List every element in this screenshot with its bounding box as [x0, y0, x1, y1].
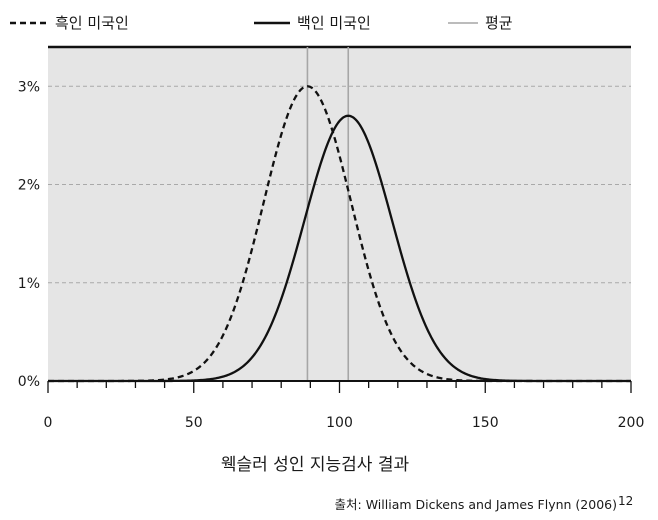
legend: 흑인 미국인 백인 미국인 평균: [10, 14, 513, 32]
y-tick-label-3: 3%: [18, 79, 40, 95]
x-tick-label-100: 100: [326, 415, 353, 431]
legend-label-black: 흑인 미국인: [55, 14, 129, 32]
y-axis: 0% 1% 2% 3%: [18, 79, 40, 390]
source-note: 출처: William Dickens and James Flynn (200…: [335, 497, 617, 512]
x-tick-label-200: 200: [618, 415, 645, 431]
legend-label-mean: 평균: [485, 14, 513, 32]
x-axis-label: 웩슬러 성인 지능검사 결과: [221, 455, 410, 475]
x-tick-label-50: 50: [185, 415, 203, 431]
y-tick-label-2: 2%: [18, 178, 40, 194]
mean-lines: [306, 47, 350, 381]
plot-background: [48, 47, 631, 381]
x-tick-label-0: 0: [44, 415, 53, 431]
gridlines: [48, 85, 631, 284]
x-axis: 0 50 100 150 200: [44, 380, 645, 431]
y-tick-label-1: 1%: [18, 276, 40, 292]
legend-label-white: 백인 미국인: [297, 14, 371, 32]
y-tick-label-0: 0%: [18, 374, 40, 390]
x-tick-label-150: 150: [472, 415, 499, 431]
footnote-mark: 12: [618, 494, 633, 508]
